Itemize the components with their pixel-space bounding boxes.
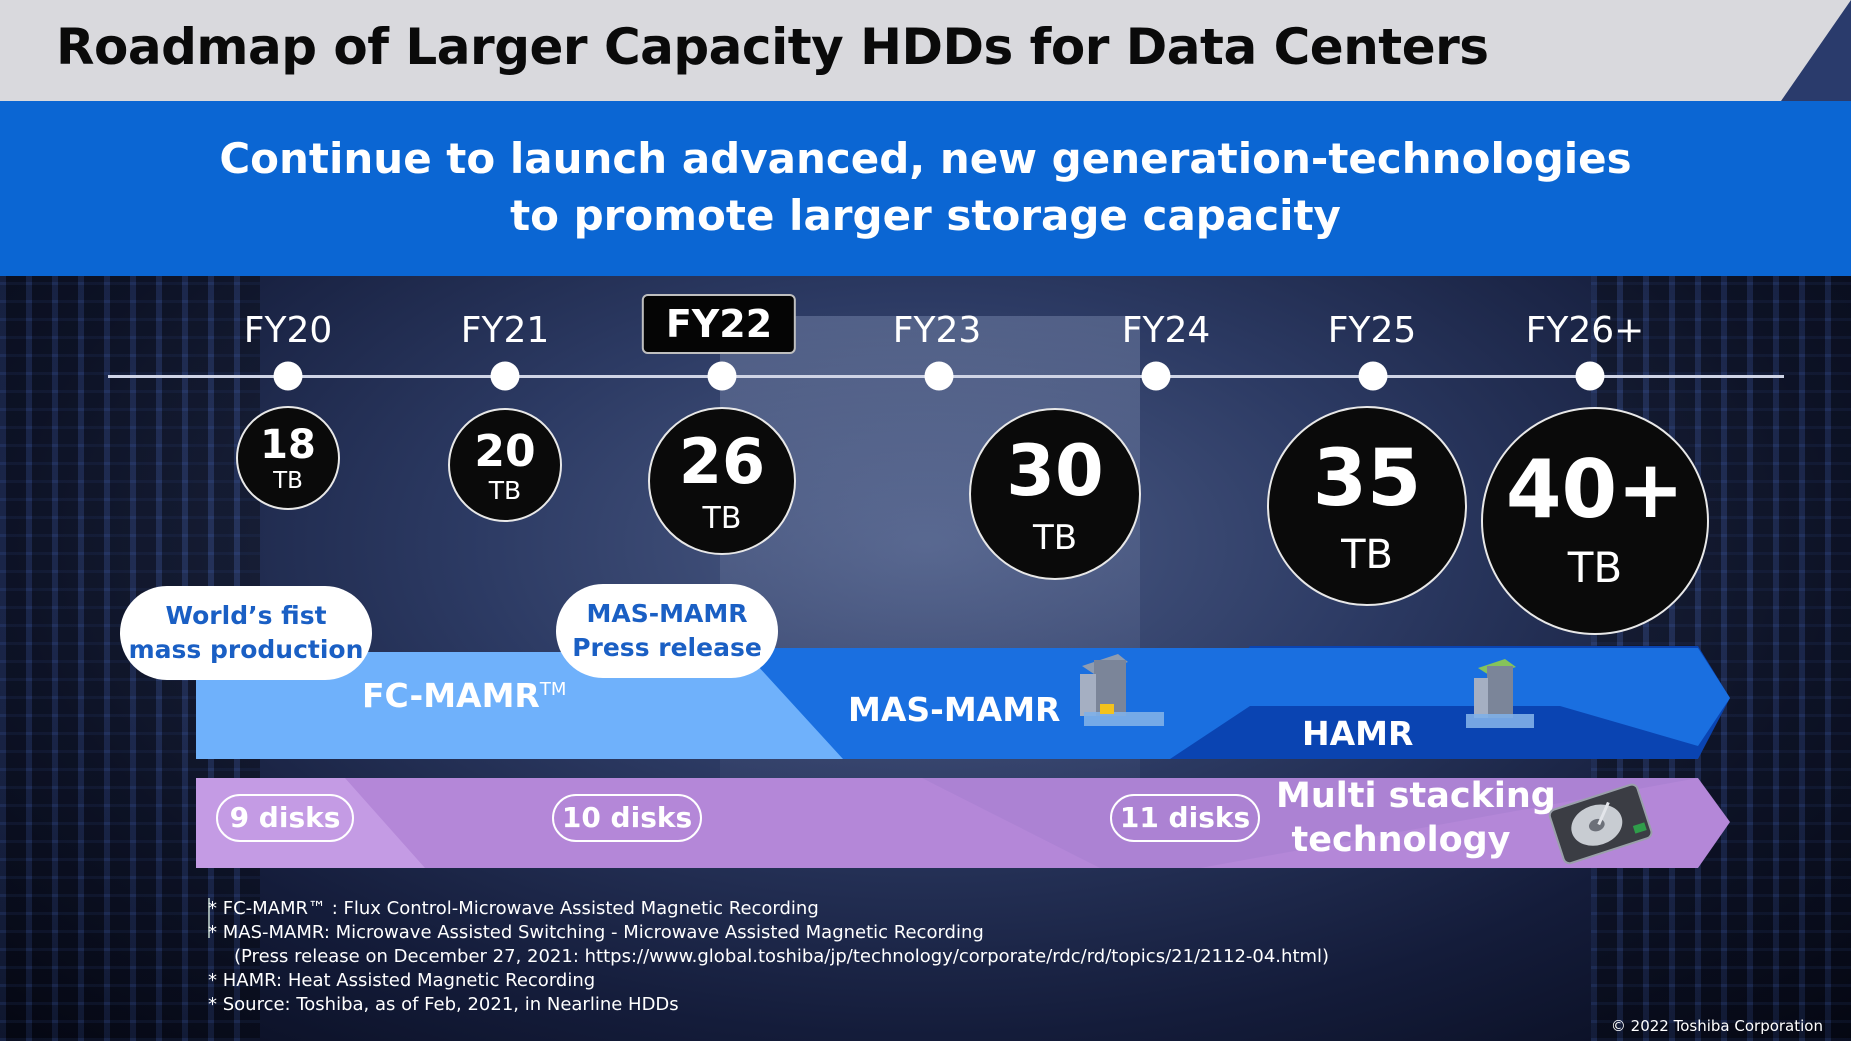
callout-mas-mamr-press-release: MAS-MAMR Press release — [556, 584, 778, 678]
callout-line-2: Press release — [572, 633, 762, 662]
page-title: Roadmap of Larger Capacity HDDs for Data… — [56, 18, 1489, 76]
fc-mamr-label: FC-MAMRTM — [362, 676, 566, 715]
trademark-mark: TM — [539, 679, 567, 700]
multi-stacking-line-2: technology — [1291, 820, 1511, 860]
disk-count-11: 11 disks — [1110, 794, 1260, 842]
callout-world-first-mass-production: World’s fist mass production — [120, 586, 372, 680]
footnote-fc-mamr: * FC-MAMR™ : Flux Control-Microwave Assi… — [208, 898, 819, 919]
callout-line-1: World’s fist — [165, 601, 327, 630]
fc-mamr-band — [196, 652, 843, 759]
fc-mamr-text: FC-MAMR — [362, 676, 540, 715]
banner-line-2: to promote larger storage capacity — [510, 191, 1341, 240]
title-bar: Roadmap of Larger Capacity HDDs for Data… — [0, 0, 1851, 101]
capacity-unit: TB — [702, 501, 742, 536]
capacity-unit: TB — [488, 476, 522, 505]
capacity-value: 20 — [474, 426, 536, 477]
capacity-unit: TB — [1032, 518, 1078, 558]
banner-line-1: Continue to launch advanced, new generat… — [219, 134, 1632, 183]
timeline-marker-fy21 — [490, 361, 520, 391]
footnote-press-release: (Press release on December 27, 2021: htt… — [234, 946, 1330, 967]
capacity-18tb: 18 TB — [236, 406, 340, 510]
capacity-26tb: 26 TB — [648, 407, 796, 555]
capacity-unit: TB — [273, 468, 303, 494]
disk-count-10: 10 disks — [552, 794, 702, 842]
timeline-marker-fy20 — [273, 361, 303, 391]
capacity-unit: TB — [1341, 532, 1393, 578]
capacity-40-plus-tb: 40+ TB — [1481, 407, 1709, 635]
footnote-bar — [208, 898, 210, 938]
capacity-value: 35 — [1312, 434, 1422, 524]
corner-decoration — [1781, 0, 1851, 101]
timeline-marker-fy22 — [707, 361, 737, 391]
capacity-value: 26 — [678, 425, 766, 498]
timeline-marker-fy26-plus — [1575, 361, 1605, 391]
mas-mamr-band — [745, 648, 1730, 759]
callout-line-1: MAS-MAMR — [586, 599, 748, 628]
year-fy24: FY24 — [1121, 310, 1211, 351]
multi-stacking-label: Multi stacking technology — [1276, 774, 1556, 862]
hamr-label: HAMR — [1302, 714, 1414, 753]
capacity-unit: TB — [1567, 543, 1623, 592]
technology-bands — [196, 646, 1730, 868]
capacity-value: 40+ — [1505, 443, 1685, 536]
disk-band-shade-1 — [196, 778, 425, 868]
callout-line-2: mass production — [128, 635, 364, 664]
year-fy22-highlighted: FY22 — [641, 294, 797, 354]
footnote-hamr: * HAMR: Heat Assisted Magnetic Recording — [208, 970, 596, 991]
year-fy26-plus: FY26+ — [1525, 310, 1645, 351]
capacity-30tb: 30 TB — [969, 408, 1141, 580]
year-fy21: FY21 — [460, 310, 550, 351]
footnote-mas-mamr: * MAS-MAMR: Microwave Assisted Switching… — [208, 922, 984, 943]
capacity-35tb: 35 TB — [1267, 406, 1467, 606]
capacity-value: 30 — [1006, 430, 1104, 512]
timeline-marker-fy25 — [1358, 361, 1388, 391]
disk-count-9: 9 disks — [216, 794, 354, 842]
multi-stacking-line-1: Multi stacking — [1276, 776, 1556, 816]
mas-mamr-label: MAS-MAMR — [848, 690, 1061, 729]
year-fy20: FY20 — [243, 310, 333, 351]
copyright: © 2022 Toshiba Corporation — [1610, 1017, 1823, 1035]
roadmap-area: FY20 FY21 FY22 FY23 FY24 FY25 FY26+ 18 T… — [0, 276, 1851, 1041]
timeline-marker-fy24 — [1141, 361, 1171, 391]
year-fy23: FY23 — [892, 310, 982, 351]
timeline-marker-fy23 — [924, 361, 954, 391]
capacity-20tb: 20 TB — [448, 408, 562, 522]
footnote-source: * Source: Toshiba, as of Feb, 2021, in N… — [208, 994, 679, 1015]
year-fy25: FY25 — [1327, 310, 1417, 351]
subtitle-banner: Continue to launch advanced, new generat… — [0, 101, 1851, 276]
capacity-value: 18 — [260, 422, 316, 468]
